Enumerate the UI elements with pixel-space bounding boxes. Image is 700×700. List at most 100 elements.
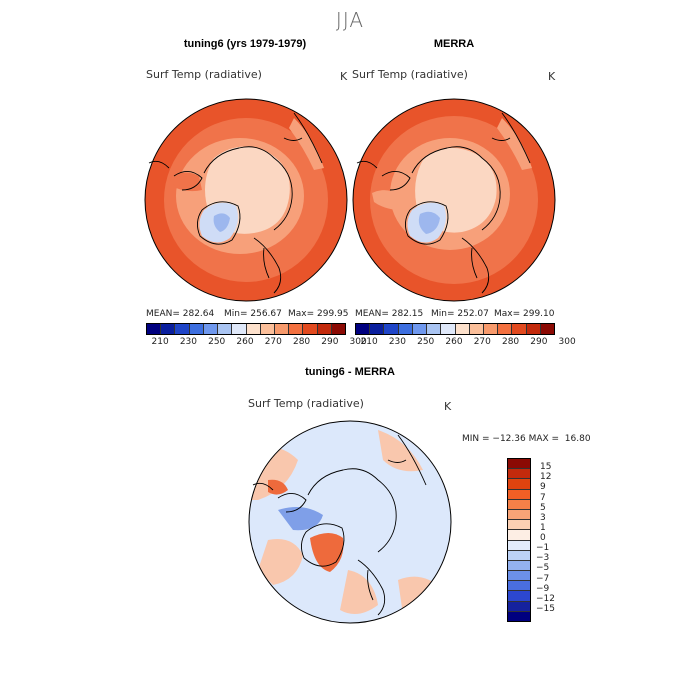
colorbar-swatch [356,324,371,334]
right-variable-label: Surf Temp (radiative) [352,68,468,81]
colorbar-tick-label: 270 [264,337,282,347]
season-title: JJA [335,8,365,32]
colorbar-swatch [317,324,332,334]
map-greenland-core [418,211,440,234]
colorbar-tick-label: 3 [540,512,546,523]
colorbar-tick-label: 290 [530,337,548,347]
left-polar-map [144,98,348,302]
right-mean-stat: MEAN= 282.15 [355,309,424,319]
left-colorbar [146,323,346,335]
colorbar-swatch [455,324,470,334]
colorbar-tick-label: 0 [540,533,546,543]
right-colorbar [355,323,555,335]
colorbar-tick-label: −15 [536,603,555,614]
right-polar-map [352,98,556,302]
colorbar-tick-label: −1 [536,543,550,554]
colorbar-tick-label: 290 [321,337,339,347]
colorbar-swatch [508,459,530,470]
diff-hot-patch [268,479,288,495]
colorbar-swatch [441,324,456,334]
colorbar-swatch [508,550,530,561]
diff-polar-map [248,420,452,624]
colorbar-swatch [384,324,399,334]
colorbar-swatch [508,469,530,480]
colorbar-swatch [508,601,530,612]
colorbar-swatch [427,324,442,334]
colorbar-tick-label: 7 [540,492,546,503]
colorbar-tick-label: 230 [388,337,407,347]
colorbar-tick-label: 210 [360,337,378,347]
colorbar-tick-label: −7 [536,573,550,584]
colorbar-swatch [508,571,530,582]
colorbar-tick-label: 280 [501,337,520,347]
diff-panel-title: tuning6 - MERRA [305,366,395,378]
right-min-stat: Min= 252.07 [431,309,489,319]
colorbar-tick-label: 210 [151,337,169,347]
left-max-stat: Max= 299.95 [288,309,349,319]
colorbar-tick-label: 230 [179,337,198,347]
map-land-patch-ne [289,118,324,170]
left-panel-title: tuning6 (yrs 1979-1979) [183,38,307,50]
colorbar-tick-label: 270 [473,337,491,347]
colorbar-tick-label: 260 [445,337,463,347]
diff-cold-patch [278,506,323,531]
colorbar-tick-label: 1 [540,522,546,533]
right-colorbar-ticks: 210 230 250 260 270 280 290 300 [355,337,576,349]
diff-variable-label: Surf Temp (radiative) [248,397,364,410]
colorbar-tick-label: 250 [208,337,226,347]
colorbar-swatch [508,489,530,500]
colorbar-swatch [469,324,484,334]
colorbar-swatch [303,324,318,334]
colorbar-swatch [508,581,530,592]
colorbar-swatch [508,509,530,521]
colorbar-tick-label: 300 [349,337,367,347]
colorbar-swatch [175,324,190,334]
colorbar-swatch [289,324,304,334]
colorbar-swatch [218,324,233,334]
map-land-patch [169,172,202,192]
colorbar-swatch [232,324,247,334]
map-greenland-core [213,213,230,232]
colorbar-swatch [147,324,162,334]
colorbar-swatch [508,591,530,602]
colorbar-tick-label: 280 [292,337,311,347]
left-mean-stat: MEAN= 282.64 [146,309,215,319]
map-land-patch-ne [497,118,532,170]
right-panel-title: MERRA [433,38,475,50]
colorbar-tick-label: 5 [540,502,546,513]
colorbar-swatch [508,611,530,621]
map-coastlines [356,112,531,294]
colorbar-swatch [161,324,176,334]
colorbar-tick-label: −5 [536,563,550,574]
diff-minmax-stat: MIN = −12.36 MAX = 16.80 [462,434,591,444]
map-coastlines [252,434,427,616]
right-max-stat: Max= 299.10 [494,309,555,319]
colorbar-swatch [540,324,555,334]
colorbar-swatch [508,560,530,572]
diff-warm-patch [258,539,303,585]
colorbar-swatch [508,530,530,541]
diff-warm-patch [340,570,378,614]
colorbar-tick-label: 15 [540,462,552,473]
left-min-stat: Min= 256.67 [224,309,282,319]
colorbar-swatch [203,324,219,334]
colorbar-tick-label: 9 [540,482,546,493]
colorbar-tick-label: −3 [536,553,550,564]
colorbar-tick-label: −12 [536,593,555,604]
diff-colorbar [507,458,531,622]
colorbar-swatch [508,479,530,490]
colorbar-swatch [512,324,527,334]
colorbar-swatch [508,540,530,551]
colorbar-swatch [508,520,530,531]
colorbar-tick-label: 250 [417,337,435,347]
colorbar-swatch [498,324,513,334]
colorbar-swatch [526,324,541,334]
colorbar-swatch [370,324,385,334]
map-boundary [248,420,452,624]
colorbar-swatch [274,324,290,334]
left-variable-label: Surf Temp (radiative) [146,68,262,81]
map-boundary [352,98,556,302]
colorbar-swatch [508,499,530,510]
colorbar-tick-label: 12 [540,472,552,483]
colorbar-swatch [331,324,346,334]
